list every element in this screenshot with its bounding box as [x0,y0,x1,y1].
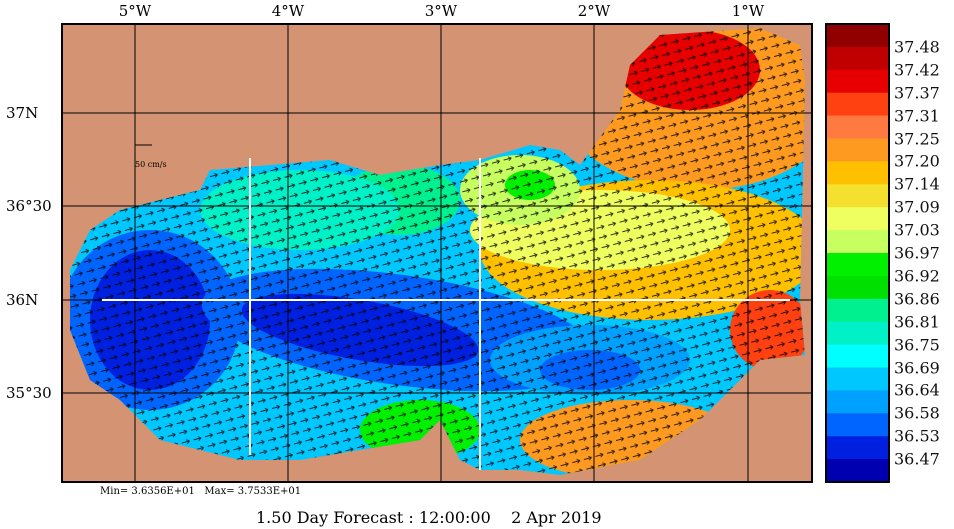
colorbar-label: 36.81 [894,312,940,332]
scale-label: 50 cm/s [135,160,167,169]
section-lines [102,158,790,470]
colorbar-label: 36.53 [894,426,940,446]
lat-label: 36°30 [6,197,52,215]
sea-field [70,28,805,475]
colorbar-label: 37.31 [894,106,940,126]
colorbar-label: 37.48 [894,37,940,57]
colorbar-band [826,69,889,94]
colorbar-band [826,298,889,323]
colorbar-label: 37.25 [894,129,940,148]
lon-label: 5°W [118,2,152,20]
colorbar-band [826,275,889,300]
colorbar-band [826,115,889,139]
colorbar-band [826,207,889,231]
lon-label: 1°W [731,2,765,20]
colorbar-label: 36.69 [894,358,940,377]
colorbar-band [826,161,889,185]
colorbar-band [826,413,889,437]
colorbar-label: 36.47 [894,449,940,469]
colorbar-band [826,138,889,162]
colorbar-label: 36.86 [894,289,940,309]
forecast-title: 1.50 Day Forecast : 12:00:00 2 Apr 2019 [256,508,602,527]
colorbar-band [826,184,889,208]
colorbar-band [826,344,889,368]
colorbar-band [826,436,889,460]
colorbar-band [826,24,889,48]
colorbar-label: 36.97 [894,243,940,263]
colorbar-label: 37.20 [894,151,940,171]
colorbar-label: 37.14 [894,174,940,194]
colorbar-band [826,46,889,71]
colorbar-band [826,230,889,254]
colorbar-band [826,92,889,117]
colorbar-label: 37.09 [894,197,940,217]
min-max-stats: Min= 3.6356E+01 Max= 3.7533E+01 [100,486,302,497]
lon-label: 4°W [271,2,305,20]
colorbar-band [826,253,889,277]
lon-label: 2°W [577,2,611,20]
lat-label: 37N [6,104,39,122]
colorbar-label: 36.58 [894,403,940,423]
colorbar-band [826,321,889,346]
colorbar-band [826,390,889,414]
colorbar-label: 36.92 [894,266,940,286]
lat-label: 35°30 [6,384,52,402]
colorbar-label: 36.75 [894,335,940,355]
colorbar-band [826,459,889,483]
colorbar-label: 37.42 [894,60,940,80]
lat-label: 36N [6,291,39,309]
colorbar-label: 37.03 [894,220,940,240]
lon-label: 3°W [424,2,458,20]
colorbar-label: 37.37 [894,83,940,103]
colorbar-label: 36.64 [894,380,940,400]
colorbar [826,24,889,483]
colorbar-band [826,367,889,391]
